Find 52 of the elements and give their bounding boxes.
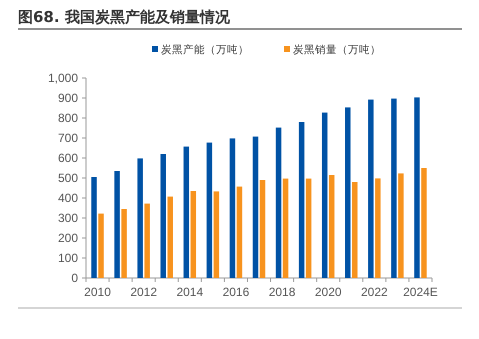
y-tick-label: 0 (71, 271, 78, 285)
bar (137, 158, 143, 278)
y-tick-label: 800 (58, 111, 78, 125)
bar (91, 177, 97, 278)
bar (184, 146, 190, 278)
y-tick-label: 900 (58, 91, 78, 105)
bar (190, 191, 196, 278)
x-tick-label: 2014 (176, 285, 204, 299)
x-tick-label: 2018 (268, 285, 296, 299)
bar (345, 107, 351, 278)
bar (214, 191, 220, 278)
bar (282, 178, 288, 278)
bar (230, 138, 236, 278)
y-tick-label: 1,000 (48, 71, 78, 85)
bar (144, 204, 150, 278)
bar (398, 173, 404, 278)
bar (414, 97, 420, 278)
y-tick-label: 100 (58, 251, 78, 265)
y-tick-label: 600 (58, 151, 78, 165)
x-tick-label: 2022 (360, 285, 388, 299)
bar (252, 136, 258, 278)
bar (98, 214, 104, 278)
bar (298, 122, 304, 278)
bar (421, 168, 427, 278)
legend-label: 炭黑销量（万吨） (293, 43, 381, 56)
bar (121, 209, 127, 278)
y-tick-label: 400 (58, 191, 78, 205)
x-tick-label: 2016 (222, 285, 250, 299)
y-tick-label: 200 (58, 231, 78, 245)
bar (375, 178, 381, 278)
x-tick-label: 2020 (314, 285, 342, 299)
x-tick-label: 2010 (84, 285, 112, 299)
bar (114, 171, 120, 278)
y-tick-label: 500 (58, 171, 78, 185)
bar (368, 100, 374, 278)
y-tick-label: 300 (58, 211, 78, 225)
bar (306, 178, 312, 278)
bar (160, 154, 166, 278)
x-tick-label: 2024E (403, 285, 438, 299)
bar (206, 142, 212, 278)
bar (260, 180, 266, 278)
bar (322, 112, 328, 278)
bar (167, 196, 173, 278)
bar (236, 186, 242, 278)
bar (352, 182, 358, 278)
chart-title: 图68. 我国炭黑产能及销量情况 (18, 8, 231, 26)
x-tick-label: 2012 (130, 285, 158, 299)
y-tick-label: 700 (58, 131, 78, 145)
bar (391, 98, 397, 278)
legend-label: 炭黑产能（万吨） (161, 43, 249, 56)
bar (276, 128, 282, 278)
bar (328, 175, 334, 278)
